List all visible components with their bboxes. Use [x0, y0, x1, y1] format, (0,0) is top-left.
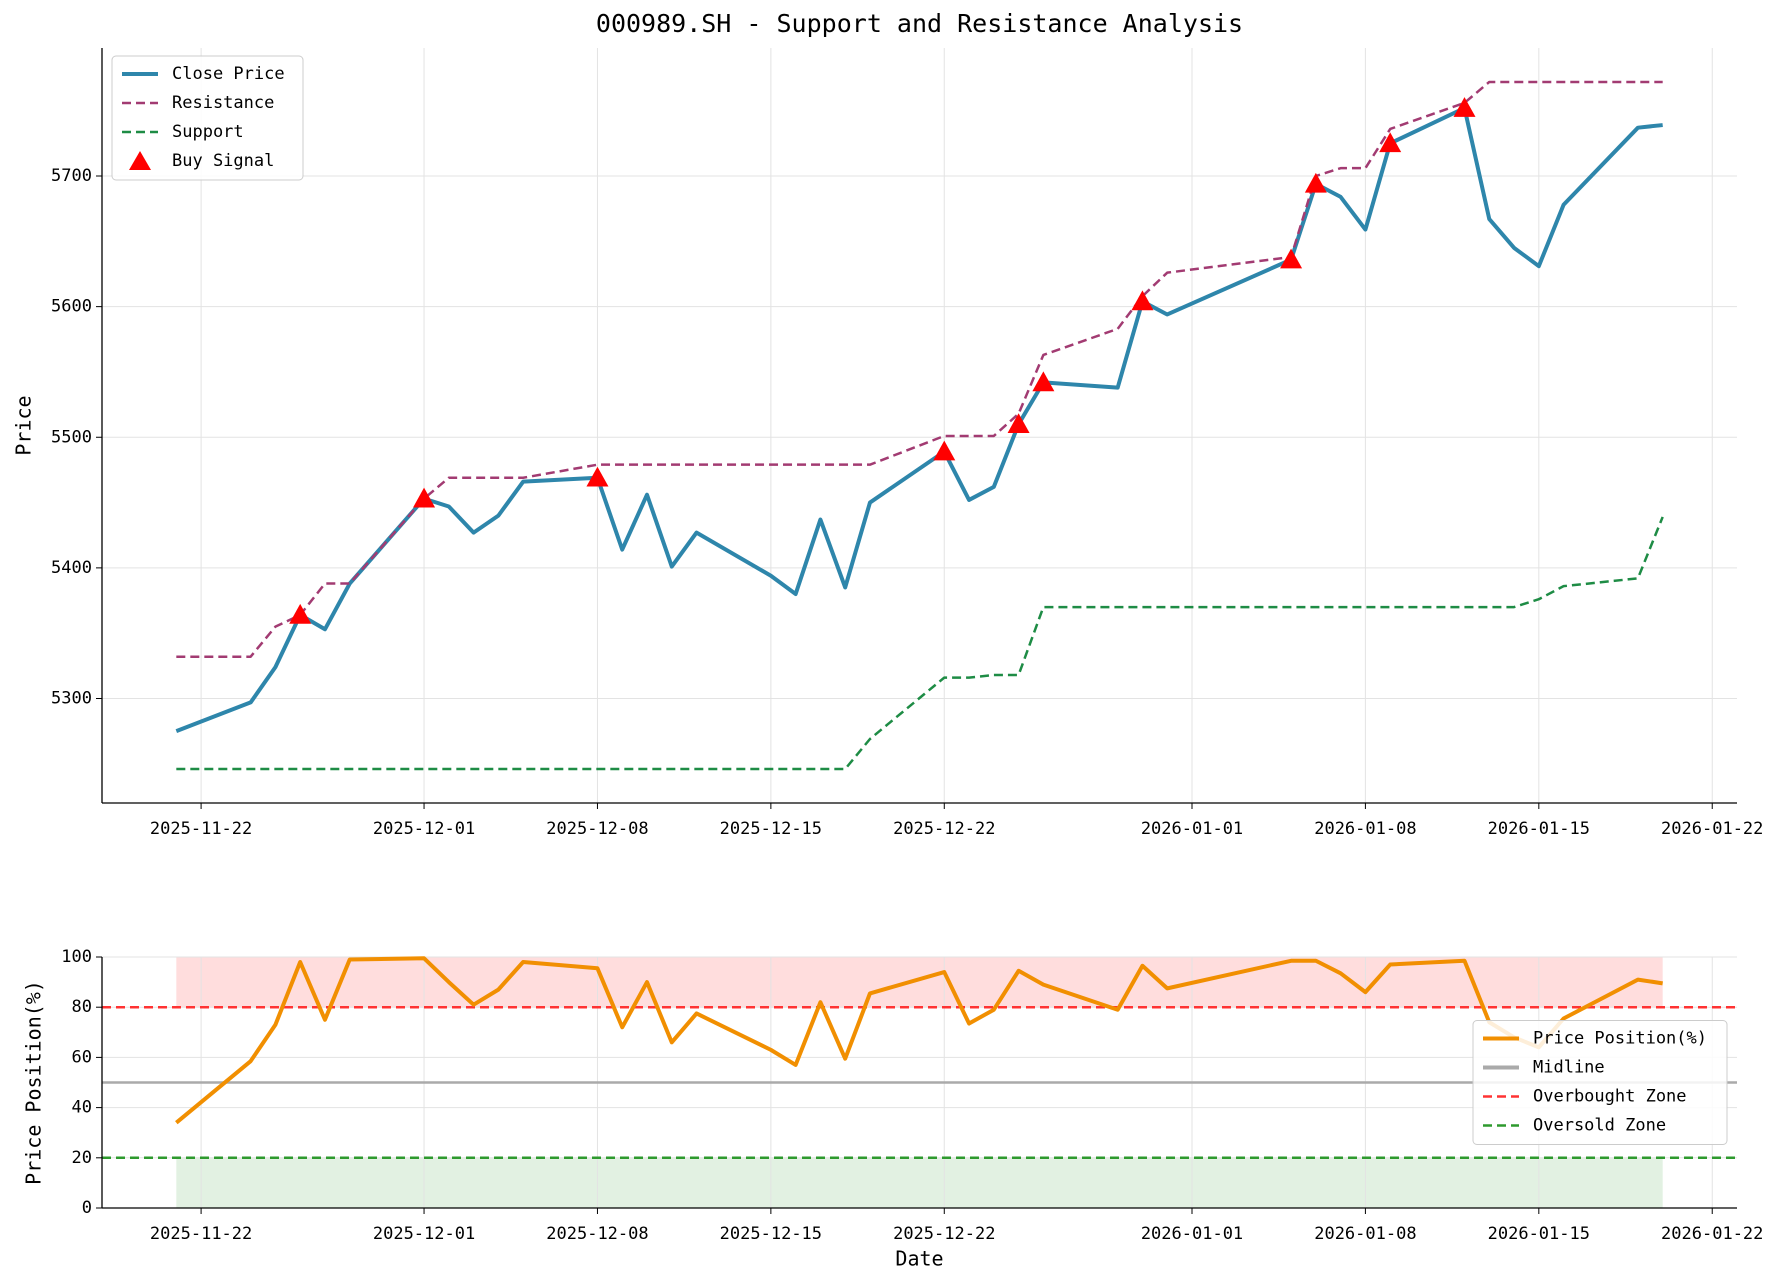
legend-box	[111, 55, 304, 181]
x-tick-label: 2025-11-22	[150, 1224, 252, 1244]
series-line	[176, 80, 1663, 658]
buy-signal-marker	[413, 487, 436, 508]
x-tick-label: 2025-12-15	[720, 819, 822, 839]
chart-title: 000989.SH - Support and Resistance Analy…	[596, 9, 1243, 38]
legend-label: Close Price	[172, 64, 285, 84]
y-tick-label: 0	[82, 1198, 92, 1218]
buy-signal-marker	[1379, 132, 1402, 153]
series-line	[175, 106, 1663, 734]
zone-band	[176, 957, 1663, 1008]
x-tick-label: 2025-12-22	[893, 819, 995, 839]
legend: Close Price Resistance Support Buy Signal	[111, 55, 304, 181]
y-tick-label: 5700	[51, 166, 92, 186]
y-tick-label: 20	[72, 1148, 92, 1168]
buy-signal-marker	[289, 603, 312, 624]
buy-signal-marker	[933, 440, 956, 461]
x-tick-label: 2026-01-01	[1141, 1224, 1243, 1244]
legend-box	[1472, 1020, 1728, 1145]
legend-marker	[129, 151, 151, 170]
x-tick-label: 2026-01-08	[1314, 1224, 1416, 1244]
buy-signal-marker	[1131, 290, 1154, 311]
x-tick-label: 2026-01-15	[1488, 1224, 1590, 1244]
x-tick-label: 2025-12-08	[546, 819, 648, 839]
y-tick-label: 5300	[51, 689, 92, 709]
buy-signal-marker	[1453, 97, 1476, 117]
x-tick-label: 2025-12-22	[893, 1224, 995, 1244]
legend-label: Support	[172, 122, 244, 142]
y-axis-label: Price Position(%)	[22, 980, 46, 1185]
legend-label: Price Position(%)	[1533, 1029, 1707, 1049]
zone-band	[176, 1157, 1663, 1208]
legend: Price Position(%) Midline Overbought Zone O…	[1472, 1020, 1728, 1145]
legend-label: Buy Signal	[172, 151, 274, 171]
x-tick-label: 2025-11-22	[150, 819, 252, 839]
buy-signal-marker	[1304, 172, 1327, 193]
y-tick-label: 5400	[51, 558, 92, 578]
y-tick-label: 80	[72, 997, 92, 1017]
x-tick-label: 2026-01-22	[1661, 819, 1763, 839]
legend-label: Oversold Zone	[1533, 1116, 1666, 1136]
legend-label: Midline	[1533, 1058, 1605, 1078]
legend-label: Resistance	[172, 93, 274, 113]
x-tick-label: 2026-01-15	[1488, 819, 1590, 839]
y-tick-label: 5600	[51, 297, 92, 317]
x-tick-label: 2025-12-01	[373, 819, 475, 839]
buy-signal-marker	[1280, 248, 1303, 269]
x-tick-label: 2026-01-08	[1314, 819, 1416, 839]
y-tick-label: 40	[72, 1098, 92, 1118]
x-tick-label: 2026-01-01	[1141, 819, 1243, 839]
x-tick-label: 2025-12-01	[373, 1224, 475, 1244]
x-tick-label: 2025-12-08	[546, 1224, 648, 1244]
series-line	[176, 516, 1664, 771]
y-axis-label: Price	[12, 395, 36, 455]
legend-label: Overbought Zone	[1533, 1087, 1687, 1107]
y-tick-label: 60	[72, 1047, 92, 1067]
y-tick-label: 100	[61, 947, 92, 967]
x-tick-label: 2025-12-15	[720, 1224, 822, 1244]
buy-signal-marker	[1007, 413, 1030, 433]
y-tick-label: 5500	[51, 427, 92, 447]
x-tick-label: 2026-01-22	[1661, 1224, 1763, 1244]
series-line	[175, 956, 1663, 1125]
buy-signal-marker	[586, 466, 609, 487]
buy-signal-marker	[1032, 371, 1055, 392]
x-axis-label: Date	[895, 1247, 943, 1271]
